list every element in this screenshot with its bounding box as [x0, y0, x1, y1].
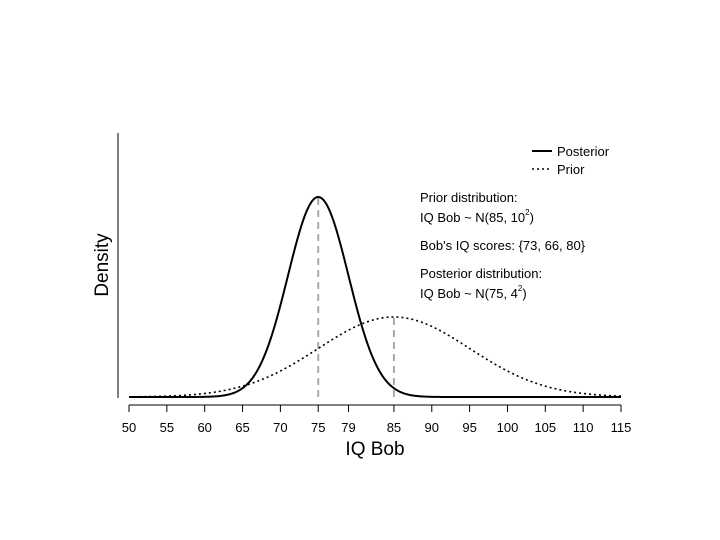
prior-formula-main: IQ Bob ~ N(85, 10 — [420, 210, 525, 225]
legend: Posterior Prior — [532, 144, 610, 177]
posterior-heading: Posterior distribution: — [420, 266, 542, 281]
x-tick-label: 100 — [497, 420, 519, 435]
annotations: Prior distribution: IQ Bob ~ N(85, 102) … — [420, 190, 586, 301]
x-tick-label: 115 — [611, 420, 632, 435]
posterior-formula: IQ Bob ~ N(75, 42) — [420, 284, 527, 301]
x-tick-label: 60 — [197, 420, 211, 435]
scores-text: Bob's IQ scores: {73, 66, 80} — [420, 238, 586, 253]
x-tick-label: 105 — [534, 420, 556, 435]
reference-lines — [317, 197, 395, 397]
x-tick-label: 75 — [311, 420, 325, 435]
posterior-formula-main: IQ Bob ~ N(75, 4 — [420, 286, 518, 301]
x-tick-label: 50 — [122, 420, 136, 435]
x-axis-title: IQ Bob — [345, 439, 404, 460]
posterior-formula-exponent: 2 — [518, 284, 523, 293]
prior-heading: Prior distribution: — [420, 190, 518, 205]
y-axis-title: Density — [92, 233, 113, 297]
x-tick-label: 55 — [160, 420, 174, 435]
prior-curve — [128, 316, 622, 398]
prior-formula: IQ Bob ~ N(85, 102) — [420, 208, 534, 225]
x-tick-label: 65 — [235, 420, 249, 435]
posterior-curve — [129, 195, 621, 398]
x-tick-label: 90 — [425, 420, 439, 435]
prior-formula-exponent: 2 — [525, 208, 530, 217]
x-tick-label: 95 — [462, 420, 476, 435]
posterior-formula-close: ) — [522, 286, 526, 301]
legend-posterior-label: Posterior — [557, 144, 610, 159]
x-axis-ticks: 50 55 60 65 70 75 79 85 90 95 100 105 110 115 — [122, 405, 632, 435]
x-tick-label: 110 — [573, 420, 594, 435]
density-curves — [128, 195, 622, 398]
prior-formula-close: ) — [530, 210, 534, 225]
legend-prior-label: Prior — [557, 162, 585, 177]
x-tick-label: 85 — [387, 420, 401, 435]
x-tick-label: 70 — [273, 420, 287, 435]
x-tick-label: 79 — [341, 420, 355, 435]
